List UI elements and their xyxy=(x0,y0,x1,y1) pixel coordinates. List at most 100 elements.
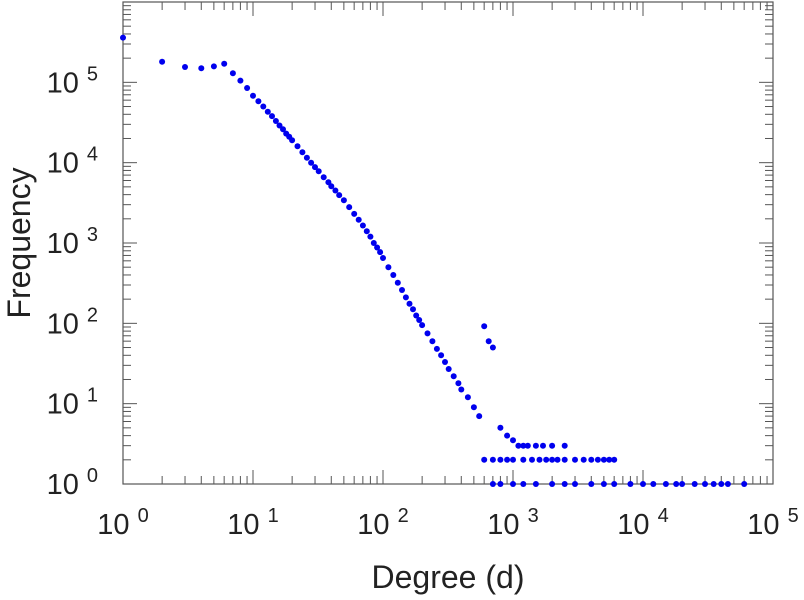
data-point xyxy=(394,279,401,286)
data-point xyxy=(470,404,477,411)
data-point xyxy=(399,287,405,293)
data-point xyxy=(543,456,550,463)
data-point xyxy=(679,481,686,487)
data-point xyxy=(588,481,595,487)
data-point xyxy=(600,481,607,487)
data-point xyxy=(438,352,445,359)
data-point xyxy=(346,204,353,211)
y-tick-label: 10 5 xyxy=(47,63,98,99)
data-point xyxy=(370,240,377,246)
data-point xyxy=(159,58,166,65)
y-tick-label: 10 1 xyxy=(47,385,98,421)
data-point xyxy=(406,300,413,307)
x-tick-label: 10 0 xyxy=(97,505,148,541)
data-point xyxy=(355,216,362,223)
y-tick-label: 10 2 xyxy=(47,304,98,340)
data-point xyxy=(210,63,217,70)
data-point xyxy=(510,481,516,487)
data-point xyxy=(320,174,327,181)
data-point xyxy=(611,456,618,463)
data-point xyxy=(416,317,423,323)
data-point xyxy=(497,481,504,487)
data-point xyxy=(504,456,511,463)
x-tick-label: 10 3 xyxy=(487,505,538,541)
data-point xyxy=(520,442,527,449)
data-point xyxy=(377,249,384,256)
data-point xyxy=(410,306,416,313)
data-point xyxy=(515,442,522,449)
data-point xyxy=(485,338,492,345)
data-point xyxy=(741,481,748,487)
y-tick-label: 10 3 xyxy=(47,224,98,260)
data-point xyxy=(450,373,457,380)
data-point xyxy=(250,92,256,99)
data-point xyxy=(380,255,386,261)
data-point xyxy=(303,154,310,161)
data-point xyxy=(458,386,465,393)
x-tick-label: 10 1 xyxy=(227,505,278,541)
data-point xyxy=(445,366,452,372)
data-point xyxy=(572,456,578,463)
data-point xyxy=(504,432,511,439)
data-point xyxy=(198,65,205,72)
data-point xyxy=(532,481,539,487)
data-point xyxy=(374,244,381,251)
data-point xyxy=(481,323,488,330)
axis-ticks xyxy=(122,1,774,485)
data-point xyxy=(529,456,535,463)
x-tick-label: 10 2 xyxy=(357,505,408,541)
y-axis-label: Frequency xyxy=(1,167,37,318)
data-point xyxy=(255,98,262,105)
data-point xyxy=(328,183,335,190)
data-point xyxy=(433,345,440,352)
data-point xyxy=(336,192,343,199)
y-tick-label: 10 0 xyxy=(47,465,98,501)
data-point xyxy=(710,481,717,487)
data-point xyxy=(315,168,322,175)
data-point xyxy=(510,437,516,444)
data-point xyxy=(561,481,568,487)
data-point xyxy=(272,118,279,124)
data-point xyxy=(594,456,601,463)
plot-frame xyxy=(122,1,774,485)
data-point xyxy=(332,187,339,194)
data-point xyxy=(340,197,347,204)
data-point xyxy=(532,442,539,449)
x-axis-label: Degree (d) xyxy=(372,559,525,595)
data-point xyxy=(497,424,504,431)
data-point xyxy=(572,481,578,487)
data-point xyxy=(312,164,318,171)
data-point xyxy=(476,413,483,420)
data-point xyxy=(402,294,409,301)
data-point xyxy=(673,481,680,487)
data-point xyxy=(650,481,657,487)
data-point xyxy=(549,481,556,487)
x-tick-label: 10 5 xyxy=(747,505,798,541)
data-point xyxy=(510,456,516,463)
data-point xyxy=(299,149,306,156)
data-point xyxy=(520,481,527,487)
data-point xyxy=(489,344,496,351)
data-point xyxy=(662,481,669,487)
data-point xyxy=(363,228,370,235)
data-point xyxy=(561,456,568,463)
data-point xyxy=(640,481,646,487)
data-point xyxy=(351,210,358,217)
x-tick-labels: 10 0 10 1 10 2 10 3 10 4 10 5 xyxy=(97,505,798,541)
data-point xyxy=(549,442,556,449)
data-point xyxy=(554,456,561,463)
data-point xyxy=(385,264,392,271)
data-point xyxy=(540,442,546,449)
data-point xyxy=(497,456,504,463)
data-point xyxy=(260,103,267,110)
data-point xyxy=(464,394,471,401)
data-point xyxy=(359,222,366,229)
data-point xyxy=(561,442,568,449)
data-point xyxy=(390,272,397,278)
data-point xyxy=(182,64,188,70)
data-point xyxy=(691,481,698,487)
y-tick-label: 10 4 xyxy=(47,144,98,180)
data-point xyxy=(702,481,708,487)
data-points xyxy=(120,34,748,487)
